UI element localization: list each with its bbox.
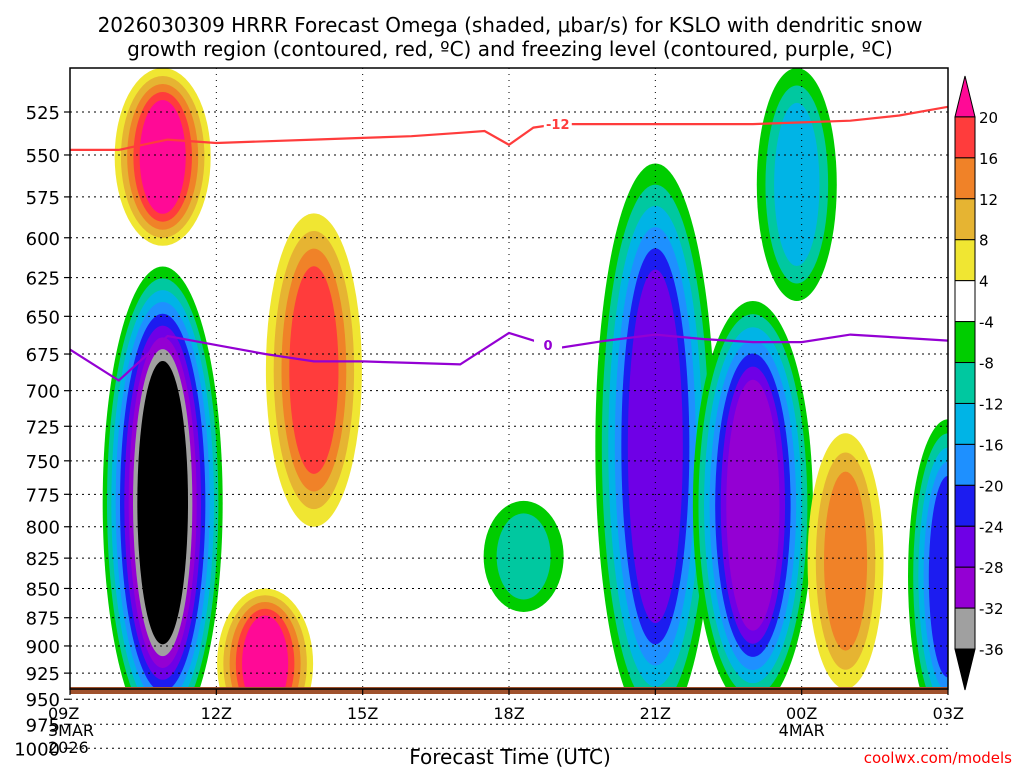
y-tick-label-725: 725 [26, 417, 60, 438]
x-tick-label-12Z: 12Z [201, 704, 232, 723]
temperature-contours: -12 0 [70, 105, 948, 382]
y-tick-label-850: 850 [26, 579, 60, 600]
y-axis: 525 550 575 600 625 650 675 700 725 750 775 800 825 8… [14, 103, 70, 760]
colorbar-cap-bottom [954, 648, 976, 691]
colorbar-label--28: -28 [979, 559, 1004, 577]
omega-shade-9-level-4 [928, 475, 948, 678]
y-tick-label-525: 525 [26, 103, 60, 124]
y-tick-label-750: 750 [26, 452, 60, 473]
x-tick-sub2-09Z: 2026 [48, 738, 89, 757]
colorbar-label-12: 12 [979, 191, 998, 209]
x-tick-sub1-09Z: 3MAR [48, 721, 94, 740]
colorbar-label--4: -4 [979, 314, 994, 332]
contour-label-bg-0 [543, 116, 572, 132]
colorbar-label--32: -32 [979, 600, 1004, 618]
colorbar-label-4: 4 [979, 273, 989, 291]
colorbar-swatch-4 [954, 484, 976, 527]
colorbar-swatch-6 [954, 402, 976, 445]
colorbar-label--16: -16 [979, 436, 1004, 454]
y-tick-label-550: 550 [26, 146, 60, 167]
x-tick-sub1-00Z: 4MAR [779, 721, 825, 740]
y-tick-label-900: 900 [26, 637, 60, 658]
plot-area: -12 0 [69, 67, 949, 749]
x-tick-label-15Z: 15Z [347, 704, 378, 723]
y-tick-label-775: 775 [26, 485, 60, 506]
chart-title-line2: growth region (contoured, red, ºC) and f… [127, 37, 893, 61]
y-tick-label-575: 575 [26, 188, 60, 209]
colorbar-swatch-11 [954, 198, 976, 241]
y-tick-label-625: 625 [26, 269, 60, 290]
y-tick-label-950: 950 [26, 690, 60, 711]
y-tick-label-875: 875 [26, 609, 60, 630]
y-tick-label-675: 675 [26, 345, 60, 366]
y-tick-label-800: 800 [26, 518, 60, 539]
contour-line-0 [70, 105, 948, 151]
colorbar-label--36: -36 [979, 641, 1004, 659]
colorbar-label--8: -8 [979, 355, 994, 373]
omega-shade-2-level-3 [289, 266, 339, 474]
colorbar-cap-top [954, 75, 976, 118]
contour-line-1 [70, 331, 948, 382]
grid-lines [70, 68, 948, 749]
chart-title-line1: 2026030309 HRRR Forecast Omega (shaded, … [98, 13, 923, 37]
colorbar-swatch-2 [954, 566, 976, 609]
colorbar-label-20: 20 [979, 109, 998, 127]
x-tick-label-00Z: 00Z [786, 704, 817, 723]
colorbar-swatch-10 [954, 239, 976, 282]
contour-label-bg-1 [534, 337, 563, 353]
omega-shade-0-level-4 [139, 99, 186, 214]
colorbar-label--24: -24 [979, 518, 1004, 536]
colorbar-label--12: -12 [979, 395, 1004, 413]
x-tick-label-21Z: 21Z [640, 704, 671, 723]
omega-shade-3-level-4 [242, 615, 289, 689]
colorbar-swatch-3 [954, 525, 976, 568]
omega-shade-1-level-8 [137, 360, 189, 645]
omega-shade-8-level-2 [824, 471, 868, 651]
y-tick-label-925: 925 [26, 664, 60, 685]
colorbar-swatch-5 [954, 443, 976, 486]
x-tick-label-03Z: 03Z [933, 704, 964, 723]
contour-label-0: -12 [546, 118, 570, 133]
colorbar-swatch-8 [954, 321, 976, 364]
x-tick-label-09Z: 09Z [48, 704, 79, 723]
colorbar-swatch-12 [954, 157, 976, 200]
omega-shade-5-level-6 [726, 379, 780, 631]
x-tick-label-18Z: 18Z [493, 704, 524, 723]
colorbar-label-16: 16 [979, 150, 998, 168]
y-tick-label-650: 650 [26, 307, 60, 328]
colorbar: 20 16 12 8 4 -4 -8 -12 -16 -20 -24 -28 -32 -36 [954, 75, 1004, 691]
contour-label-1: 0 [543, 339, 552, 354]
y-tick-label-975: 975 [26, 715, 60, 736]
colorbar-swatch-13 [954, 116, 976, 159]
x-axis-label: Forecast Time (UTC) [409, 745, 611, 768]
colorbar-label--20: -20 [979, 477, 1004, 495]
omega-shade-6-level-2 [774, 102, 820, 267]
y-tick-label-825: 825 [26, 549, 60, 570]
y-tick-label-1000: 1000 [14, 739, 60, 760]
y-tick-label-700: 700 [26, 382, 60, 403]
y-tick-label-600: 600 [26, 229, 60, 250]
colorbar-label-8: 8 [979, 232, 989, 250]
omega-shade-7-level-1 [496, 513, 551, 600]
colorbar-swatch-1 [954, 607, 976, 650]
colorbar-swatch-7 [954, 362, 976, 404]
colorbar-swatch-9 [954, 280, 976, 323]
credit-text: coolwx.com/models [864, 749, 1012, 767]
